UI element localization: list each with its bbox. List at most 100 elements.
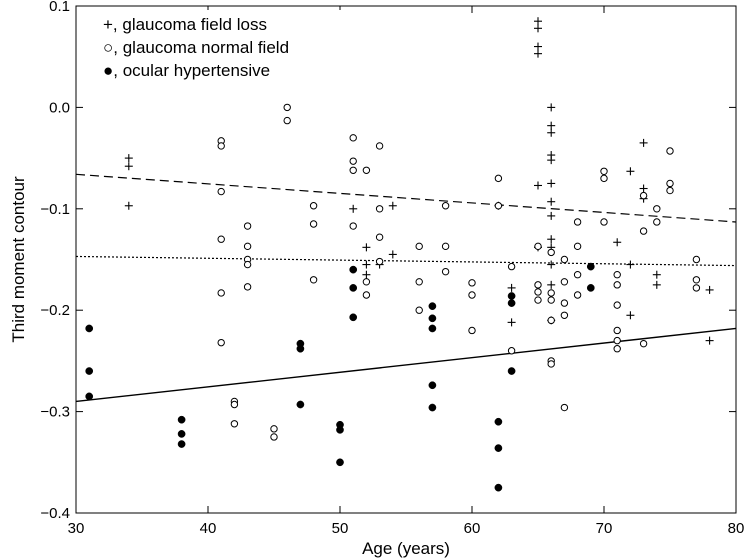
y-tick-label: −0.1 bbox=[40, 201, 70, 218]
data-point-open-circle bbox=[309, 276, 318, 284]
data-point-plus bbox=[547, 235, 556, 244]
data-point-open-circle bbox=[534, 281, 542, 289]
data-point-plus bbox=[626, 311, 635, 320]
data-point-open-circle bbox=[243, 283, 252, 291]
x-tick-label: 60 bbox=[464, 520, 481, 537]
data-point-filled-circle bbox=[177, 415, 186, 424]
trend-line-solid bbox=[75, 327, 737, 403]
data-point-filled-circle bbox=[428, 314, 437, 323]
data-point-plus bbox=[547, 179, 556, 188]
data-point-filled-circle bbox=[428, 381, 437, 390]
data-point-open-circle bbox=[692, 284, 701, 292]
data-point-open-circle bbox=[600, 218, 608, 226]
data-point-open-circle bbox=[243, 242, 252, 251]
x-tick-label: 70 bbox=[596, 520, 613, 537]
data-point-filled-circle bbox=[428, 403, 437, 412]
legend-entry: ●, ocular hypertensive bbox=[103, 61, 270, 80]
data-point-filled-circle bbox=[494, 483, 503, 492]
y-tick-label: −0.2 bbox=[40, 302, 70, 319]
data-point-open-circle bbox=[243, 222, 252, 230]
x-tick-label: 50 bbox=[332, 520, 349, 537]
data-point-open-circle bbox=[362, 291, 371, 299]
data-point-open-circle bbox=[415, 242, 423, 251]
data-point-open-circle bbox=[560, 278, 569, 286]
data-point-open-circle bbox=[639, 339, 648, 348]
data-point-open-circle bbox=[217, 338, 225, 347]
data-point-open-circle bbox=[270, 425, 278, 433]
data-points bbox=[85, 17, 714, 492]
data-point-plus bbox=[507, 283, 516, 292]
data-point-open-circle bbox=[666, 179, 674, 188]
data-point-open-circle bbox=[375, 205, 384, 213]
data-point-plus bbox=[639, 184, 648, 193]
data-point-open-circle bbox=[494, 174, 503, 183]
data-point-open-circle bbox=[666, 186, 674, 195]
data-point-filled-circle bbox=[85, 324, 94, 333]
data-point-open-circle bbox=[217, 289, 225, 297]
data-point-plus bbox=[705, 285, 714, 294]
data-point-open-circle bbox=[653, 218, 661, 226]
data-point-plus bbox=[547, 211, 556, 220]
data-point-open-circle bbox=[560, 403, 569, 412]
data-point-filled-circle bbox=[586, 262, 595, 271]
data-point-open-circle bbox=[639, 227, 648, 235]
data-point-plus bbox=[547, 260, 556, 269]
data-point-open-circle bbox=[573, 271, 582, 279]
data-point-open-circle bbox=[573, 218, 582, 226]
data-point-filled-circle bbox=[336, 458, 344, 467]
data-point-open-circle bbox=[613, 281, 621, 289]
data-point-open-circle bbox=[534, 296, 542, 304]
data-point-open-circle bbox=[243, 260, 252, 269]
plot-frame bbox=[75, 5, 737, 514]
data-point-open-circle bbox=[362, 166, 371, 174]
data-point-plus bbox=[705, 336, 714, 345]
legend-entry: +, glaucoma field loss bbox=[103, 15, 267, 34]
data-point-open-circle bbox=[283, 116, 291, 125]
data-point-open-circle bbox=[309, 202, 318, 210]
data-point-filled-circle bbox=[507, 292, 516, 300]
trend-line-dashed bbox=[75, 173, 737, 223]
data-point-plus bbox=[507, 318, 516, 327]
data-point-filled-circle bbox=[507, 367, 516, 375]
x-tick-label: 80 bbox=[728, 520, 745, 537]
legend-entry: ○, glaucoma normal field bbox=[103, 38, 289, 57]
data-point-open-circle bbox=[573, 242, 582, 251]
data-point-plus bbox=[547, 197, 556, 206]
data-point-plus bbox=[547, 156, 556, 165]
data-point-open-circle bbox=[560, 299, 569, 307]
data-point-plus bbox=[547, 280, 556, 289]
data-point-open-circle bbox=[666, 147, 674, 155]
data-point-open-circle bbox=[547, 248, 555, 257]
data-point-open-circle bbox=[230, 400, 239, 409]
data-point-open-circle bbox=[349, 157, 357, 165]
data-point-plus bbox=[534, 181, 542, 190]
data-point-plus bbox=[547, 128, 556, 137]
data-point-open-circle bbox=[468, 291, 476, 299]
data-point-open-circle bbox=[613, 271, 621, 279]
trend-lines bbox=[75, 173, 737, 403]
data-point-filled-circle bbox=[85, 392, 94, 401]
data-point-open-circle bbox=[349, 222, 357, 230]
data-point-open-circle bbox=[547, 360, 555, 368]
y-tick-label: 0.0 bbox=[49, 99, 70, 116]
data-point-plus bbox=[388, 250, 397, 259]
legend-background bbox=[98, 10, 346, 94]
data-point-open-circle bbox=[415, 278, 423, 286]
data-point-open-circle bbox=[217, 187, 225, 196]
data-point-open-circle bbox=[507, 262, 516, 271]
data-point-open-circle bbox=[573, 291, 582, 299]
data-point-filled-circle bbox=[336, 426, 344, 434]
trend-line-dotted bbox=[75, 255, 737, 267]
data-point-open-circle bbox=[362, 278, 371, 286]
data-point-plus bbox=[639, 138, 648, 147]
data-point-open-circle bbox=[600, 167, 608, 175]
data-point-filled-circle bbox=[296, 344, 305, 353]
data-point-filled-circle bbox=[428, 302, 437, 310]
data-point-plus bbox=[652, 270, 661, 279]
data-point-open-circle bbox=[600, 174, 608, 183]
data-point-open-circle bbox=[375, 233, 384, 241]
data-point-plus bbox=[534, 17, 542, 26]
data-point-open-circle bbox=[230, 420, 239, 428]
data-point-plus bbox=[626, 260, 635, 269]
data-point-filled-circle bbox=[349, 265, 358, 274]
